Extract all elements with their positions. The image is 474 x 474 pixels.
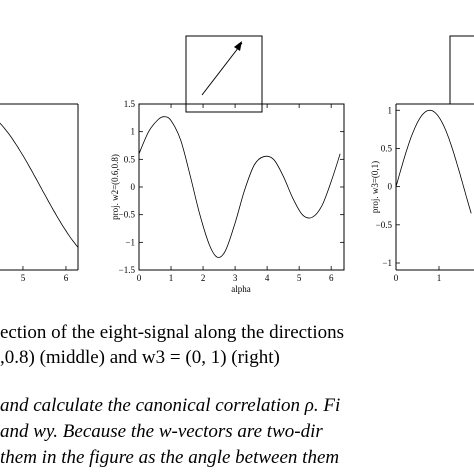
- left-xtick-label: 5: [21, 273, 26, 283]
- middle-xtick-label: 4: [265, 273, 270, 283]
- middle-xlabel: alpha: [231, 284, 251, 294]
- right-ytick-label: 0: [388, 182, 393, 192]
- right-inset-box: [450, 36, 474, 104]
- caption-line-1: ection of the eight-signal along the dir…: [0, 322, 344, 344]
- middle-ytick-label: −1.5: [119, 265, 136, 275]
- body-line-2: and wy. Because the w-vectors are two-di…: [0, 421, 323, 443]
- right-xtick-label: 1: [437, 273, 442, 283]
- middle-ytick-label: 0: [131, 182, 136, 192]
- body-line-3: them in the figure as the angle between …: [0, 447, 339, 469]
- middle-xtick-label: 5: [297, 273, 302, 283]
- middle-xtick-label: 1: [169, 273, 174, 283]
- right-series-line: [396, 110, 471, 213]
- middle-xtick-label: 6: [329, 273, 334, 283]
- left-xtick-label: 6: [64, 273, 69, 283]
- right-ylabel: proj. w3=(0,1): [370, 161, 380, 213]
- right-ytick-label: −0.5: [376, 220, 393, 230]
- body-line-1: and calculate the canonical correlation …: [0, 395, 340, 417]
- right-ytick-label: 1: [388, 105, 393, 115]
- vector-inset-box: [186, 36, 262, 112]
- vector-arrowhead-icon: [234, 41, 242, 51]
- right-plot: 10.50−0.5−10 1 proj. w3=(0,1): [370, 104, 474, 283]
- left-plot: 456: [0, 104, 78, 283]
- middle-ytick-label: −1: [125, 237, 135, 247]
- right-xtick-label: 0: [394, 273, 399, 283]
- middle-ytick-label: 1: [131, 127, 136, 137]
- middle-ylabel: proj. w2=(0.6,0.8): [110, 154, 120, 220]
- middle-series-line: [139, 117, 340, 258]
- middle-plot: 0 1 2 3 4 5 6 1.5 1 0.5 0 −0.5 −1 −1.5 alpha proj. w2…: [110, 99, 344, 294]
- middle-xtick-label: 2: [201, 273, 206, 283]
- middle-ytick-label: −0.5: [119, 210, 136, 220]
- middle-ytick-label: 1.5: [124, 99, 136, 109]
- middle-plot-frame: [139, 104, 344, 270]
- right-ytick-label: 0.5: [381, 143, 393, 153]
- caption-line-2: ,0.8) (middle) and w3 = (0, 1) (right): [0, 347, 280, 369]
- middle-xtick-label: 3: [233, 273, 238, 283]
- left-series-line: [0, 108, 78, 247]
- middle-ytick-label: 0.5: [124, 154, 136, 164]
- right-ytick-label: −1: [382, 258, 392, 268]
- middle-xtick-label: 0: [137, 273, 142, 283]
- vector-arrow-icon: [202, 43, 242, 95]
